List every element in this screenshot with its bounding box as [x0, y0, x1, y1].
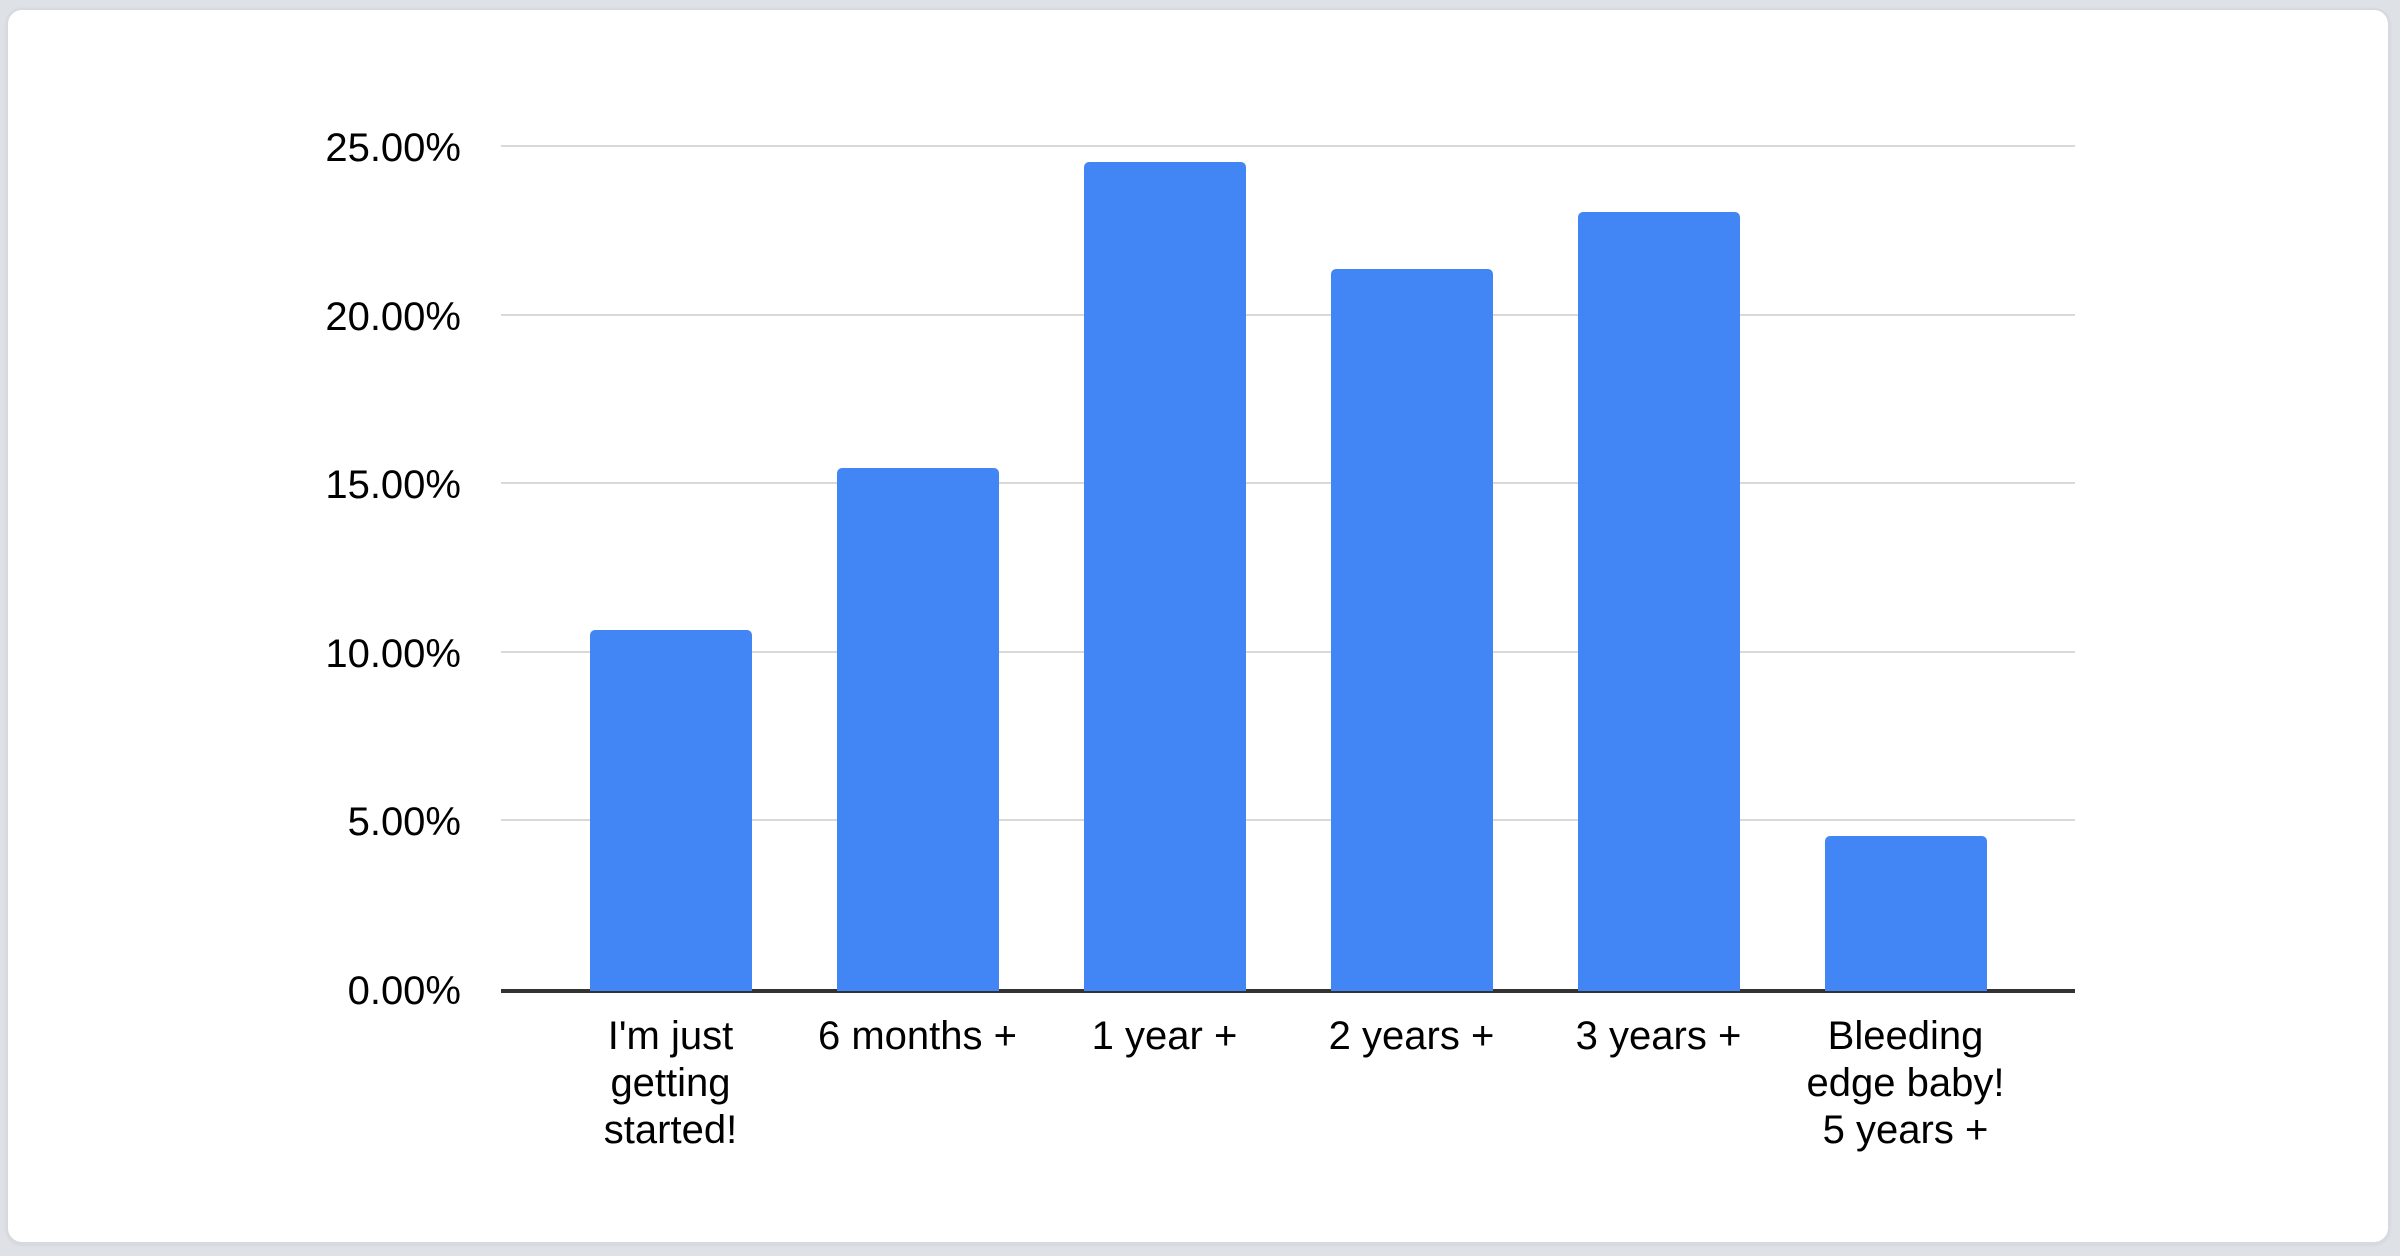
gridline — [501, 145, 2075, 147]
y-tick-label: 15.00% — [325, 463, 461, 508]
y-tick-label: 10.00% — [325, 631, 461, 676]
bar-4 — [1330, 269, 1493, 991]
bar-slot — [794, 148, 1041, 991]
y-tick-label: 20.00% — [325, 294, 461, 339]
bar-slot — [1535, 148, 1782, 991]
x-axis: I'm just getting started! 6 months + 1 yea… — [501, 1013, 2075, 1154]
bar-6 — [1824, 835, 1987, 991]
gridline — [501, 819, 2075, 822]
gridline — [501, 482, 2075, 485]
chart-card: 0.00% 5.00% 10.00% 15.00% 20.00% 25.00% I'm j… — [6, 8, 2390, 1244]
bar-slot — [1288, 148, 1535, 991]
y-axis: 0.00% 5.00% 10.00% 15.00% 20.00% 25.00% — [8, 128, 481, 1011]
y-tick-label: 5.00% — [347, 800, 461, 845]
gridline — [501, 313, 2075, 316]
x-category-label: 6 months + — [817, 1014, 1017, 1058]
plot-area — [501, 145, 2075, 993]
bar-2 — [836, 468, 999, 991]
y-tick-label: 0.00% — [347, 969, 461, 1013]
x-category-label: 2 years + — [1328, 1014, 1495, 1058]
x-category-label: Bleeding edge baby! 5 years + — [1806, 1014, 2005, 1152]
y-tick-label: 25.00% — [325, 126, 461, 170]
bar-5 — [1577, 212, 1740, 991]
x-category-label: 1 year + — [1091, 1014, 1238, 1058]
gridline — [501, 650, 2075, 653]
x-category-label: 3 years + — [1575, 1014, 1742, 1058]
bar-slot — [1041, 148, 1288, 991]
bar-1 — [589, 630, 752, 991]
bar-series — [501, 148, 2075, 991]
bar-slot — [547, 148, 794, 991]
bar-3 — [1083, 161, 1246, 991]
x-axis-baseline — [501, 989, 2075, 993]
bar-slot — [1782, 148, 2029, 991]
x-category-label: I'm just getting started! — [603, 1014, 738, 1152]
